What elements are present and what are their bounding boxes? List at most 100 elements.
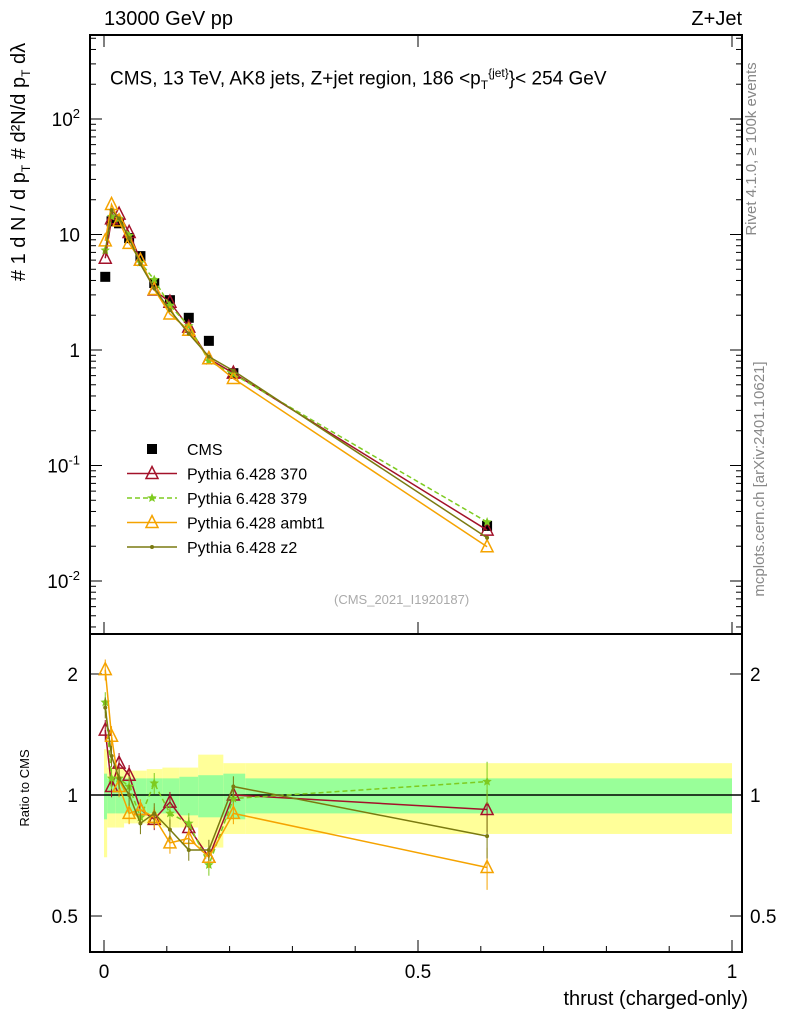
data-point bbox=[482, 517, 492, 527]
legend-marker bbox=[147, 444, 157, 454]
ylabel-part: T bbox=[19, 69, 33, 77]
data-point bbox=[479, 538, 495, 553]
data-point bbox=[206, 354, 211, 359]
legend-label: Pythia 6.428 ambt1 bbox=[187, 516, 325, 533]
legend-marker bbox=[144, 513, 160, 529]
y-tick-label: 10-2 bbox=[47, 568, 80, 593]
data-point bbox=[121, 234, 137, 250]
uncertainty-band-inner bbox=[104, 773, 108, 820]
ratio-point bbox=[167, 827, 172, 832]
ylabel-part: d N / d p bbox=[8, 172, 30, 248]
legend-label: Pythia 6.428 370 bbox=[187, 467, 307, 484]
ylabel-part: dλ bbox=[8, 42, 30, 65]
ratio-frame bbox=[89, 633, 743, 953]
ratio-point bbox=[149, 778, 159, 788]
ratio-point bbox=[184, 818, 194, 828]
ratio-point bbox=[127, 793, 132, 797]
data-point bbox=[98, 232, 113, 247]
legend-marker bbox=[147, 493, 157, 502]
ratio-point bbox=[109, 754, 114, 759]
data-point bbox=[103, 249, 108, 254]
title-main: CMS, 13 TeV, AK8 jets, Z+jet region, 186… bbox=[110, 68, 481, 90]
data-point bbox=[147, 280, 162, 296]
ylabel-part: # bbox=[8, 269, 30, 282]
data-point bbox=[204, 355, 214, 365]
ratio-point bbox=[206, 847, 211, 852]
ratio-y-tick-label: 2 bbox=[67, 665, 78, 686]
rivet-label: Rivet 4.1.0, ≥ 100k events bbox=[743, 62, 760, 236]
data-point bbox=[231, 368, 236, 373]
data-point bbox=[111, 212, 127, 227]
ratio-point bbox=[117, 776, 122, 781]
ratio-point bbox=[106, 773, 117, 783]
ratio-point bbox=[201, 848, 217, 864]
legend-label: Pythia 6.428 z2 bbox=[187, 540, 297, 557]
ratio-point bbox=[98, 660, 113, 676]
uncertainty-band-inner bbox=[179, 776, 199, 816]
x-tick-label: 1 bbox=[727, 962, 738, 983]
ratio-point bbox=[104, 777, 119, 793]
data-point bbox=[226, 369, 241, 385]
x-tick-label: 0.5 bbox=[405, 962, 431, 983]
ylabel-part: 1 bbox=[8, 253, 30, 265]
title-sup: {jet} bbox=[488, 66, 509, 80]
watermark: (CMS_2021_I1920187) bbox=[334, 592, 470, 607]
ratio-point bbox=[231, 784, 236, 789]
data-point bbox=[98, 249, 113, 264]
legend-marker bbox=[150, 545, 154, 549]
ratio-point bbox=[479, 858, 495, 874]
y-tick-label: 1 bbox=[69, 341, 80, 362]
ylabel-part: d²N bbox=[8, 110, 30, 143]
title-end: }< 254 GeV bbox=[508, 68, 607, 90]
chart-title: CMS, 13 TeV, AK8 jets, Z+jet region, 186… bbox=[110, 66, 607, 92]
ratio-point bbox=[138, 821, 143, 826]
uncertainty-band-inner bbox=[135, 778, 147, 814]
data-point bbox=[149, 274, 159, 284]
ratio-point bbox=[121, 804, 137, 820]
ratio-point bbox=[228, 793, 239, 803]
data-point bbox=[135, 251, 146, 262]
data-point bbox=[152, 286, 157, 291]
ratio-point bbox=[165, 808, 175, 818]
data-point bbox=[479, 521, 495, 536]
data-point bbox=[117, 216, 122, 221]
ratio-y-label: Ratio to CMS bbox=[17, 749, 32, 827]
legend-label: Pythia 6.428 379 bbox=[187, 491, 307, 508]
x-axis-label: thrust (charged-only) bbox=[563, 988, 748, 1010]
data-point bbox=[203, 335, 214, 346]
ratio-point bbox=[186, 847, 191, 852]
ratio-y-tick-label: 1 bbox=[67, 786, 78, 807]
data-point bbox=[109, 208, 114, 213]
data-point bbox=[127, 236, 132, 241]
legend-marker bbox=[144, 464, 160, 480]
ratio-y-tick-label: 0.5 bbox=[52, 907, 78, 928]
legend-label: CMS bbox=[187, 442, 223, 459]
title-sub: T bbox=[480, 78, 489, 93]
data-point bbox=[485, 535, 490, 540]
y-tick-label: 10-1 bbox=[47, 453, 80, 478]
header-left: 13000 GeV pp bbox=[104, 8, 233, 30]
ratio-point bbox=[152, 811, 157, 816]
data-point bbox=[100, 271, 111, 282]
header-right: Z+Jet bbox=[691, 8, 742, 30]
ratio-y-tick-label-right: 2 bbox=[750, 665, 761, 686]
y-axis-label: # 1 d N / d pT # d²N/d pT dλ bbox=[8, 42, 33, 282]
data-point bbox=[482, 520, 493, 531]
uncertainty-band-inner bbox=[198, 775, 224, 818]
data-point bbox=[183, 312, 194, 323]
data-point bbox=[164, 295, 175, 306]
ylabel-part: # bbox=[8, 148, 30, 160]
ratio-y-tick-label-right: 0.5 bbox=[750, 907, 776, 928]
ratio-point bbox=[103, 705, 108, 710]
data-point bbox=[186, 331, 191, 336]
ylabel-part: d p bbox=[8, 76, 30, 105]
data-point bbox=[138, 262, 143, 267]
data-point bbox=[114, 218, 125, 229]
x-tick-label: 0 bbox=[99, 962, 110, 983]
y-tick-label: 102 bbox=[52, 106, 80, 131]
mcplots-label: mcplots.cern.ch [arXiv:2401.10621] bbox=[751, 361, 768, 597]
ratio-point bbox=[226, 804, 241, 820]
ratio-point bbox=[479, 800, 495, 816]
